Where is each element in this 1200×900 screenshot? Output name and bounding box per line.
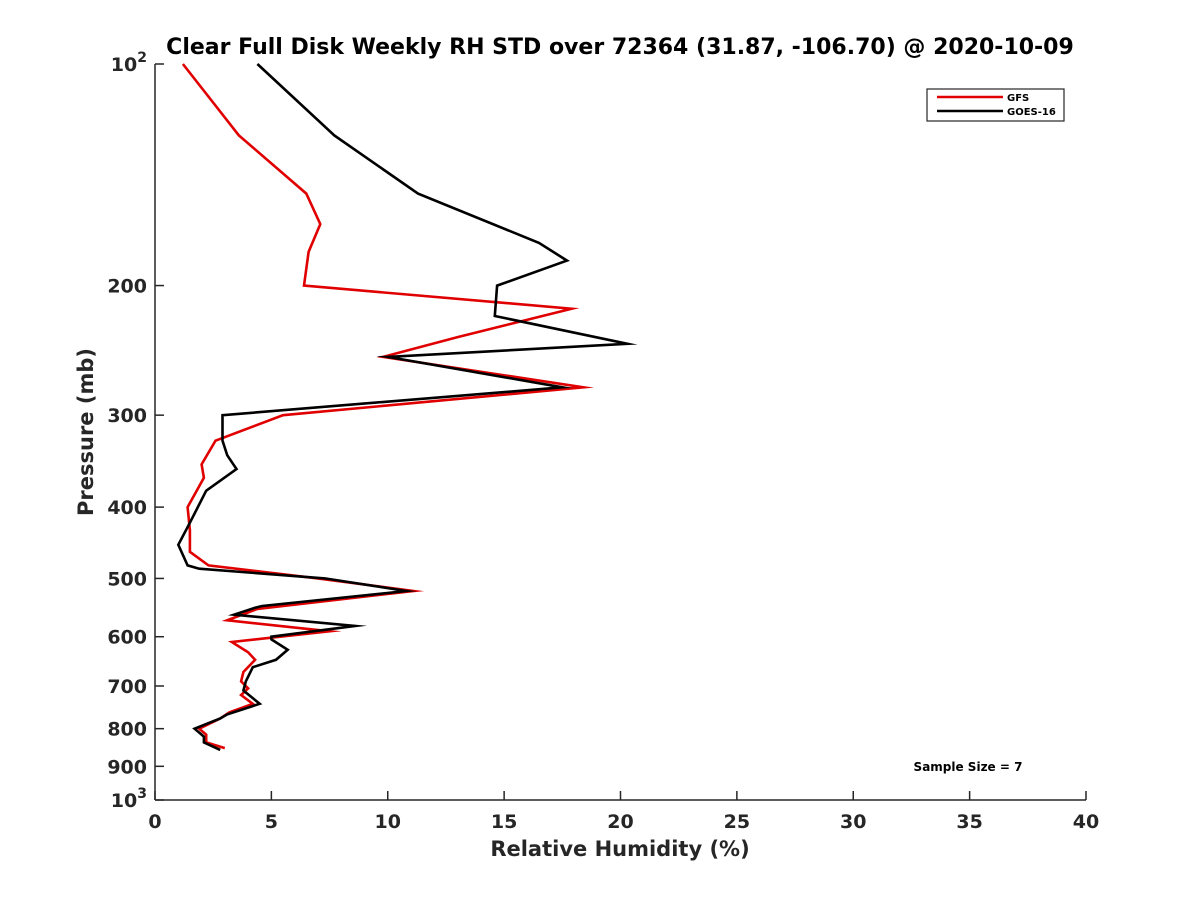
x-tick-label: 30	[840, 811, 866, 833]
y-tick-label: 102	[111, 50, 147, 76]
series-layer	[176, 63, 638, 752]
y-tick-label: 103	[111, 786, 147, 812]
chart-title: Clear Full Disk Weekly RH STD over 72364…	[166, 35, 1074, 60]
x-ticks: 0 5 10 15 20 25 30 35 40	[148, 791, 1099, 833]
y-tick-label: 800	[107, 719, 147, 741]
x-tick-label: 15	[491, 811, 517, 833]
x-tick-label: 20	[607, 811, 633, 833]
y-tick-label: 600	[107, 627, 147, 649]
y-ticks: 102 200 300 400 500 600 700 800 900 103	[107, 50, 164, 812]
x-tick-label: 40	[1073, 811, 1099, 833]
y-tick-label: 700	[107, 676, 147, 698]
legend: GFS GOES-16	[926, 88, 1065, 122]
x-tick-label: 0	[148, 811, 161, 833]
x-tick-label: 10	[375, 811, 401, 833]
legend-box	[926, 88, 1065, 122]
legend-label-goes-16: GOES-16	[1007, 107, 1056, 118]
y-tick-label: 200	[107, 276, 147, 298]
y-tick-label: 900	[107, 756, 147, 778]
y-tick-label: 300	[107, 405, 147, 427]
x-tick-label: 35	[956, 811, 982, 833]
series-line-goes-16	[176, 63, 638, 752]
x-tick-label: 25	[724, 811, 750, 833]
legend-label-gfs: GFS	[1007, 93, 1029, 104]
y-tick-label: 400	[107, 497, 147, 519]
y-tick-label: 500	[107, 568, 147, 590]
y-axis-label: Pressure (mb)	[74, 348, 98, 516]
sample-size-annotation: Sample Size = 7	[914, 760, 1023, 774]
x-tick-label: 5	[265, 811, 278, 833]
x-axis-label: Relative Humidity (%)	[490, 837, 749, 861]
